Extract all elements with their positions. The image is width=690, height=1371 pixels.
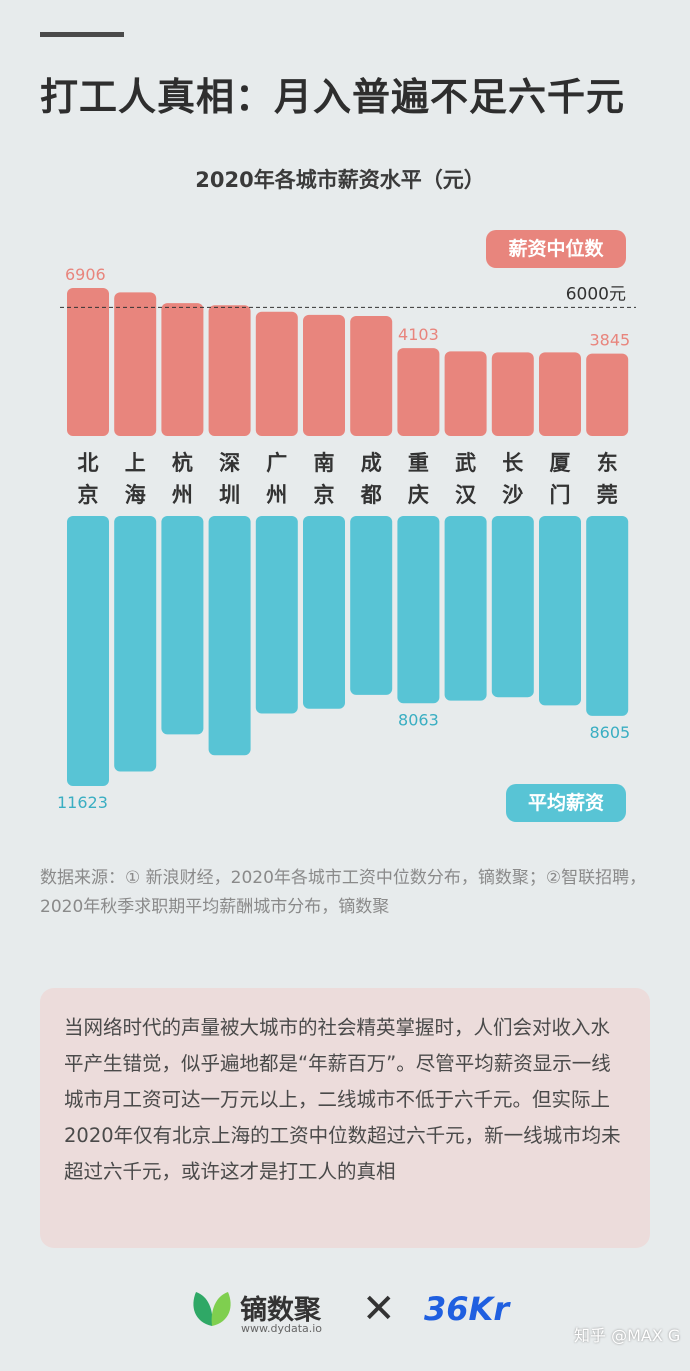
brand-url: www.dydata.io: [241, 1322, 323, 1335]
median-bar-8: [444, 351, 487, 436]
note-text: 当网络时代的声量被大城市的社会精英掌握时，人们会对收入水平产生错觉，似乎遍地都是…: [64, 1016, 621, 1183]
mean-bar-4: [255, 516, 298, 714]
city-label-4-1: 州: [266, 483, 287, 507]
mean-bar-5: [303, 516, 345, 709]
mean-bar-7: [397, 516, 440, 704]
median-bar-2: [161, 303, 204, 436]
city-label-8-1: 汉: [455, 483, 477, 507]
median-bar-9: [491, 352, 534, 436]
mean-bar-1: [114, 516, 157, 772]
mean-bar-6: [350, 516, 393, 695]
median-bar-7: [397, 348, 440, 436]
median-bar-0: [67, 288, 109, 436]
mean-bar-8: [444, 516, 487, 701]
city-label-8-0: 武: [455, 451, 476, 475]
page-title: 打工人真相：月入普遍不足六千元: [40, 75, 626, 119]
leaf-logo-icon: [193, 1292, 231, 1326]
city-label-6-0: 成: [361, 451, 382, 475]
mean-bar-10: [539, 516, 581, 706]
city-label-1-0: 上: [125, 451, 146, 475]
median-bar-3: [208, 305, 251, 436]
city-label-5-1: 京: [314, 483, 335, 507]
city-label-2-0: 杭: [172, 451, 193, 475]
median-value-7: 4103: [398, 325, 439, 344]
mean-value-11: 8605: [589, 723, 630, 742]
city-label-9-0: 长: [502, 451, 524, 475]
brand-name: 镝数聚: [240, 1295, 321, 1326]
mean-bar-0: [67, 516, 109, 786]
city-label-11-0: 东: [597, 451, 618, 475]
median-bar-6: [350, 315, 393, 436]
median-value-0: 6906: [65, 265, 106, 284]
city-label-0-1: 京: [78, 483, 99, 507]
city-label-7-1: 庆: [408, 483, 429, 507]
city-label-7-0: 重: [408, 451, 429, 475]
reference-label: 6000元: [566, 284, 626, 304]
chart-title: 2020年各城市薪资水平（元）: [195, 168, 485, 192]
median-bar-10: [539, 352, 581, 436]
city-label-2-1: 州: [172, 483, 193, 507]
data-source: 数据来源：① 新浪财经，2020年各城市工资中位数分布，镝数聚；②智联招聘，20…: [40, 868, 647, 917]
median-bar-4: [255, 311, 298, 436]
city-label-3-0: 深: [219, 451, 240, 475]
city-label-10-0: 厦: [550, 451, 571, 475]
city-label-0-0: 北: [78, 451, 99, 475]
city-label-5-0: 南: [314, 451, 335, 475]
city-label-4-0: 广: [266, 451, 287, 475]
city-label-3-1: 圳: [219, 483, 240, 507]
median-bar-11: [586, 353, 629, 436]
mean-bar-11: [586, 516, 629, 716]
times-icon: ✕: [362, 1286, 396, 1332]
mean-bar-9: [491, 516, 534, 698]
city-label-10-1: 门: [550, 483, 571, 507]
city-label-9-1: 沙: [502, 483, 523, 507]
mean-bar-2: [161, 516, 204, 735]
median-bar-1: [114, 292, 157, 436]
median-bar-5: [303, 314, 345, 436]
mean-value-0: 11623: [57, 793, 108, 812]
partner-logo: 36Kr: [424, 1290, 510, 1328]
median-value-11: 3845: [589, 331, 630, 350]
city-label-11-1: 莞: [597, 483, 618, 507]
city-label-1-1: 海: [125, 483, 146, 507]
watermark: 知乎 @MAX G: [574, 1326, 681, 1345]
mean-value-7: 8063: [398, 710, 439, 729]
city-label-6-1: 都: [360, 483, 382, 507]
top-rule: [40, 32, 124, 37]
legend-mean: 平均薪资: [506, 784, 626, 822]
legend-median: 薪资中位数: [486, 230, 626, 268]
note-box: 当网络时代的声量被大城市的社会精英掌握时，人们会对收入水平产生错觉，似乎遍地都是…: [40, 988, 650, 1248]
mean-bar-3: [208, 516, 251, 756]
